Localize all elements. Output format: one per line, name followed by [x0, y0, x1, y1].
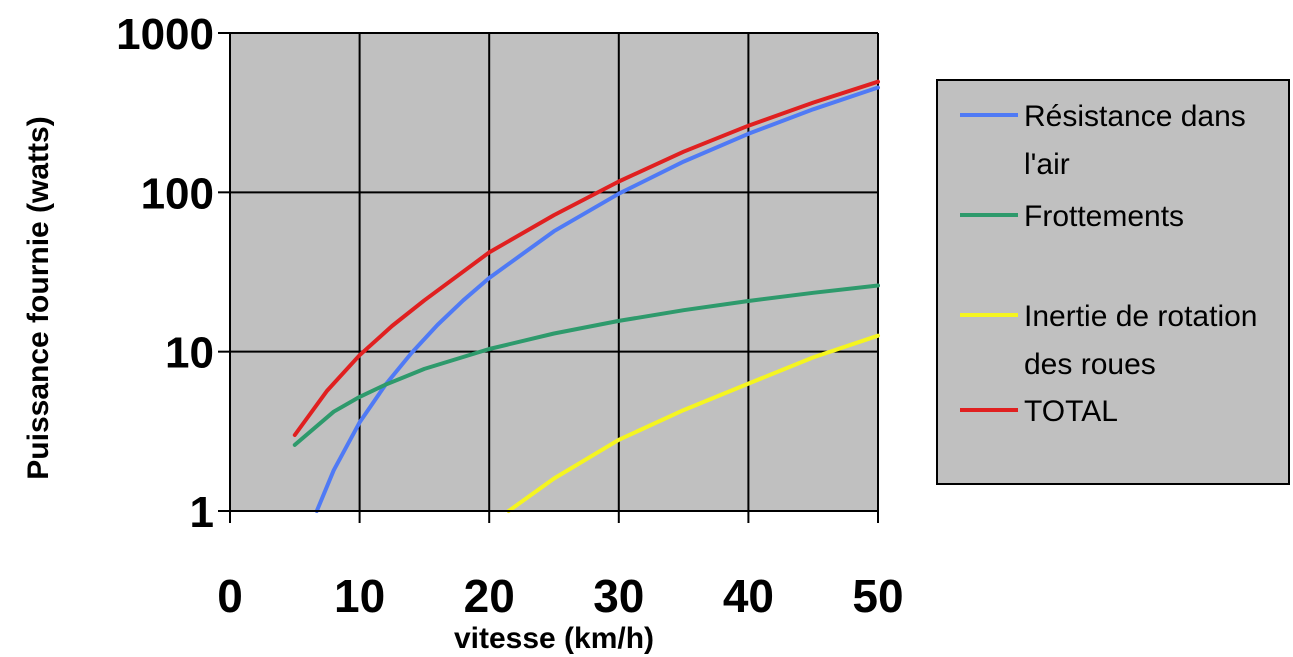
series-line-3 — [292, 79, 880, 437]
gridlines — [230, 32, 879, 511]
legend-label-0: l'air — [1024, 148, 1070, 181]
y-tick-label: 1 — [190, 488, 214, 537]
legend: Résistance dans l'air Frottements Inertie d… — [936, 79, 1290, 485]
x-tick-label: 0 — [217, 570, 243, 622]
legend-label-2: Inertie de rotation — [1024, 300, 1257, 333]
legend-label-2: des roues — [1024, 348, 1156, 381]
legend-label-0: Résistance dans — [1024, 100, 1246, 133]
legend-box — [936, 79, 1290, 485]
x-tick-label: 40 — [723, 570, 774, 622]
legend-label-3: TOTAL — [1024, 395, 1118, 428]
y-axis-label: Puissance fournie (watts) — [22, 116, 55, 479]
x-axis-label: vitesse (km/h) — [454, 622, 654, 655]
series-line-0 — [314, 85, 880, 513]
tick-marks — [218, 32, 879, 523]
tick-labels: 0 10 20 30 40 50 1 10 100 1000 — [116, 10, 903, 622]
y-tick-label: 1000 — [116, 10, 214, 59]
x-tick-label: 10 — [334, 570, 385, 622]
x-tick-label: 50 — [852, 570, 903, 622]
series-line-2 — [506, 333, 880, 513]
x-tick-label: 30 — [593, 570, 644, 622]
legend-label-1: Frottements — [1024, 200, 1184, 233]
x-tick-label: 20 — [464, 570, 515, 622]
series-line-1 — [292, 283, 880, 447]
axes — [229, 33, 878, 512]
series-lines — [292, 79, 880, 513]
y-tick-label: 100 — [141, 169, 214, 218]
plot-area — [230, 33, 878, 511]
y-tick-label: 10 — [165, 329, 214, 378]
